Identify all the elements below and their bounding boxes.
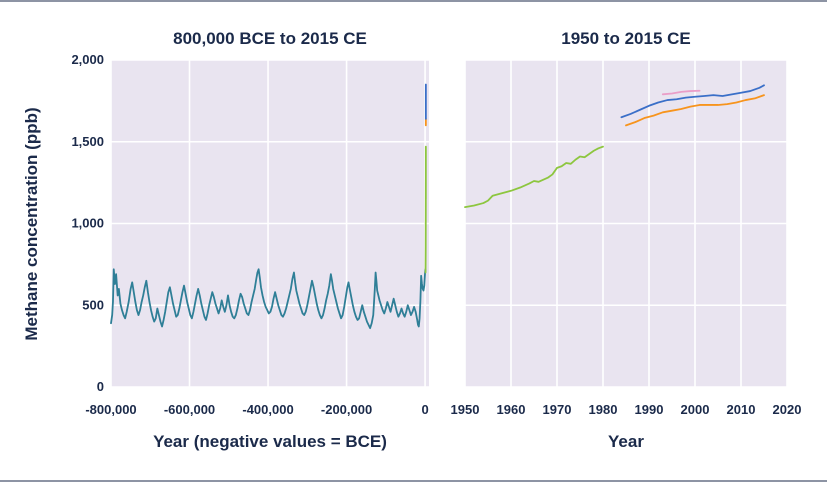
x-tick-label: 1990 — [635, 402, 664, 417]
x-tick-label: 1970 — [543, 402, 572, 417]
y-tick-label: 1,500 — [71, 134, 104, 149]
gridlines-1 — [110, 59, 429, 388]
x-tick-label: 1960 — [497, 402, 526, 417]
y-axis-title: Methane concentration (ppb) — [22, 107, 41, 340]
chart-title-2: 1950 to 2015 CE — [561, 29, 690, 48]
tick-labels-1: -800,000 -600,000 -400,000 -200,000 0 0 500 1,0… — [71, 52, 428, 417]
x-tick-label: 2000 — [681, 402, 710, 417]
x-axis-title-1: Year (negative values = BCE) — [153, 432, 387, 451]
gridlines-2 — [464, 59, 788, 388]
series-line-3 — [661, 89, 701, 96]
series-line-2 — [620, 84, 765, 119]
x-tick-label: 2010 — [727, 402, 756, 417]
x-axis-title-2: Year — [608, 432, 644, 451]
x-tick-label: 1950 — [451, 402, 480, 417]
series-group-2 — [464, 84, 765, 209]
series-line-1 — [464, 145, 604, 209]
x-tick-label: -600,000 — [164, 402, 215, 417]
x-tick-label: 0 — [421, 402, 428, 417]
x-tick-label: 2020 — [773, 402, 802, 417]
chart-panel-1950-2015: 1950 1960 1970 1980 1990 2000 2010 2020 1950 to… — [451, 29, 802, 451]
x-tick-label: -200,000 — [321, 402, 372, 417]
series-line-4 — [625, 94, 765, 127]
y-tick-label: 0 — [97, 379, 104, 394]
x-tick-label: 1980 — [589, 402, 618, 417]
y-tick-label: 1,000 — [71, 216, 104, 231]
y-tick-label: 500 — [82, 297, 104, 312]
series-group-1 — [110, 83, 427, 330]
y-tick-label: 2,000 — [71, 52, 104, 67]
series-line-1 — [110, 268, 427, 330]
chart-title-1: 800,000 BCE to 2015 CE — [173, 29, 367, 48]
chart-panel-800000bce: -800,000 -600,000 -400,000 -200,000 0 0 500 1,0… — [71, 29, 429, 451]
tick-labels-2: 1950 1960 1970 1980 1990 2000 2010 2020 — [451, 402, 802, 417]
x-tick-label: -400,000 — [242, 402, 293, 417]
x-tick-label: -800,000 — [85, 402, 136, 417]
